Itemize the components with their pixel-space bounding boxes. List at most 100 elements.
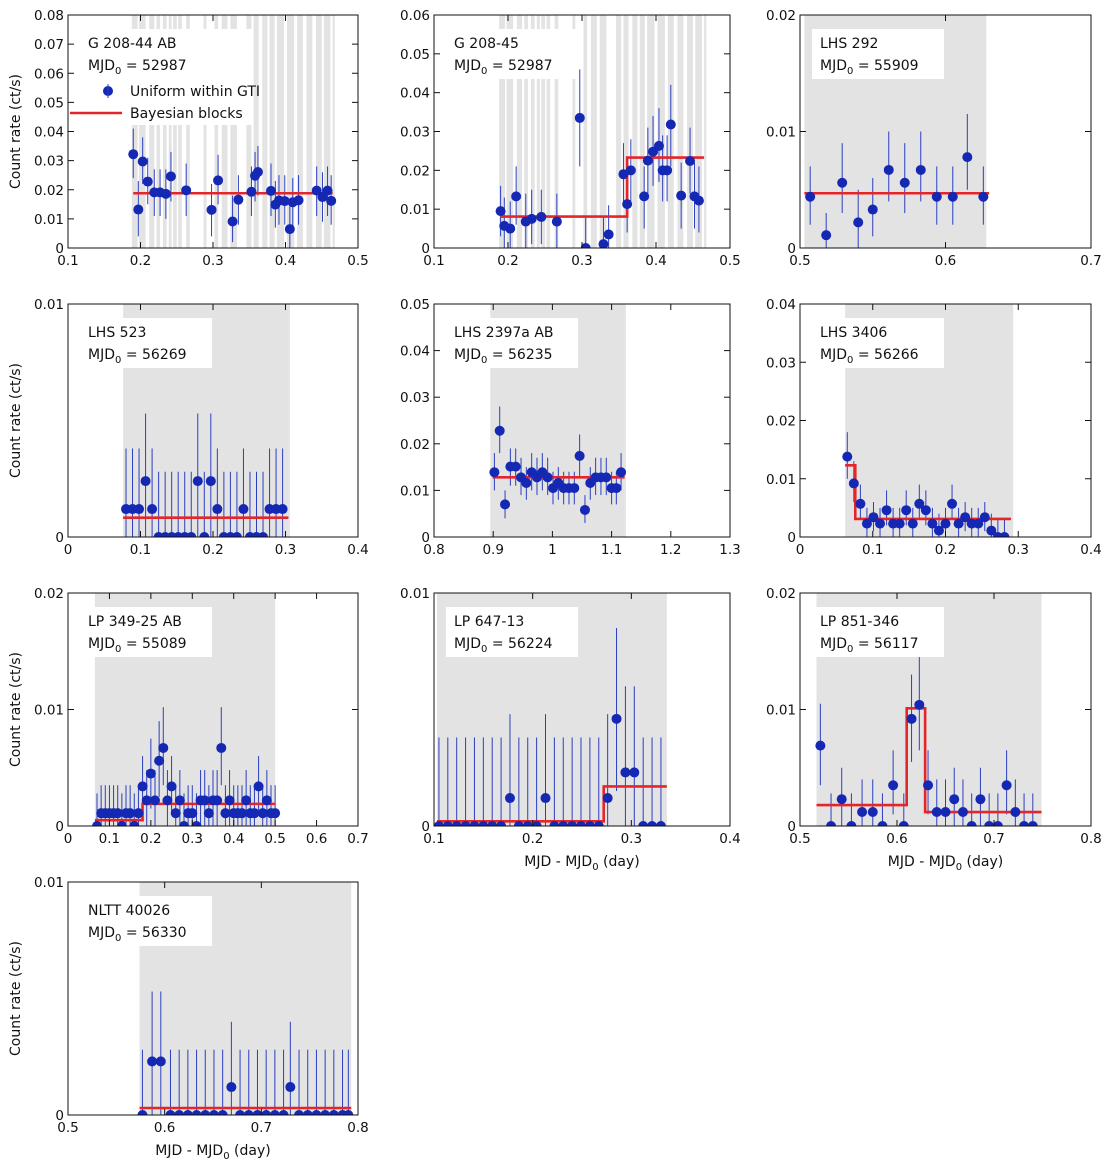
y-tick-label: 0 bbox=[55, 530, 64, 546]
axes-frame bbox=[67, 881, 359, 1116]
x-tick-label: 0.6 bbox=[154, 1120, 175, 1136]
data-point bbox=[914, 498, 925, 509]
data-point bbox=[837, 177, 848, 188]
x-tick-label: 1.1 bbox=[601, 542, 622, 558]
gti-band bbox=[536, 15, 540, 248]
x-tick-label: 0.1 bbox=[130, 542, 151, 558]
gti-band bbox=[332, 15, 335, 248]
mjd0-value: MJD0 = 56266 bbox=[820, 347, 919, 366]
data-point bbox=[881, 505, 892, 516]
data-point bbox=[478, 821, 489, 826]
data-point bbox=[567, 821, 578, 826]
data-point bbox=[973, 518, 984, 529]
data-point bbox=[434, 821, 444, 826]
data-point bbox=[931, 191, 942, 202]
gti-band bbox=[262, 15, 268, 248]
data-point bbox=[1027, 821, 1038, 826]
data-point bbox=[174, 795, 185, 806]
x-tick-label: 0.4 bbox=[347, 542, 368, 558]
data-point bbox=[625, 165, 636, 176]
gti-band bbox=[214, 15, 219, 248]
star-name: LHS 523 bbox=[88, 325, 146, 341]
gti-band bbox=[178, 15, 182, 248]
y-tick-label: 0.02 bbox=[400, 163, 430, 179]
x-tick-label: 0.5 bbox=[347, 253, 368, 269]
data-point bbox=[598, 239, 609, 248]
data-point bbox=[622, 199, 633, 210]
data-point bbox=[277, 504, 288, 515]
data-point bbox=[302, 1110, 313, 1115]
gti-band bbox=[541, 15, 545, 248]
star-name: LP 349-25 AB bbox=[88, 614, 182, 630]
x-tick-label: 0.7 bbox=[347, 831, 368, 847]
data-point bbox=[949, 794, 960, 805]
data-point bbox=[246, 186, 257, 197]
data-point bbox=[141, 795, 152, 806]
data-point bbox=[867, 204, 878, 215]
x-tick-label: 0.6 bbox=[935, 253, 956, 269]
mjd0-value: MJD0 = 55089 bbox=[88, 636, 187, 655]
data-point bbox=[249, 808, 260, 819]
data-point bbox=[907, 518, 918, 529]
data-point bbox=[322, 185, 333, 196]
data-point bbox=[815, 740, 826, 751]
x-tick-label: 0.7 bbox=[251, 1120, 272, 1136]
x-tick-label: 0.1 bbox=[423, 253, 444, 269]
x-tick-label: 0.3 bbox=[1008, 542, 1029, 558]
mjd0-value: MJD0 = 55909 bbox=[820, 58, 919, 77]
y-tick-label: 0 bbox=[55, 241, 64, 257]
x-tick-label: 0 bbox=[796, 542, 805, 558]
gti-band bbox=[616, 15, 622, 248]
data-point bbox=[1019, 821, 1030, 826]
gti-band bbox=[149, 15, 155, 248]
data-point bbox=[227, 216, 238, 227]
gti-band bbox=[269, 15, 275, 248]
data-point bbox=[147, 1056, 158, 1067]
gti-band bbox=[221, 15, 228, 248]
x-tick-label: 0.8 bbox=[1080, 831, 1101, 847]
data-point bbox=[602, 793, 613, 804]
data-point bbox=[170, 808, 181, 819]
mjd0-value: MJD0 = 56330 bbox=[88, 925, 187, 944]
gti-band bbox=[639, 15, 645, 248]
data-point bbox=[133, 808, 144, 819]
x-tick-label: 0.7 bbox=[983, 831, 1004, 847]
data-point bbox=[526, 213, 537, 224]
y-tick-label: 0.02 bbox=[400, 437, 430, 453]
gti-band bbox=[530, 15, 535, 248]
y-tick-label: 0.06 bbox=[34, 66, 64, 82]
data-point bbox=[536, 211, 547, 222]
y-tick-label: 0.04 bbox=[400, 344, 430, 360]
data-point bbox=[975, 794, 986, 805]
x-tick-label: 0.1 bbox=[423, 831, 444, 847]
y-tick-label: 0.01 bbox=[766, 125, 796, 141]
data-point bbox=[915, 164, 926, 175]
gti-band bbox=[203, 15, 207, 248]
data-point bbox=[992, 821, 1003, 826]
y-tick-label: 0 bbox=[787, 241, 796, 257]
data-point bbox=[953, 518, 964, 529]
data-point bbox=[861, 518, 872, 529]
data-point bbox=[920, 505, 931, 516]
data-point bbox=[693, 195, 704, 206]
y-tick-label: 0.01 bbox=[34, 212, 64, 228]
gti-band bbox=[516, 15, 523, 248]
data-point bbox=[162, 795, 173, 806]
x-tick-label: 1 bbox=[548, 542, 557, 558]
gti-band bbox=[677, 15, 684, 248]
data-point bbox=[531, 821, 542, 826]
data-point bbox=[133, 204, 144, 215]
data-point bbox=[984, 821, 995, 826]
data-point bbox=[826, 821, 837, 826]
data-point bbox=[165, 1110, 176, 1115]
data-point bbox=[191, 821, 202, 826]
gti-band bbox=[599, 15, 607, 248]
data-point bbox=[574, 112, 585, 123]
data-point bbox=[947, 191, 958, 202]
legend-blocks-label: Bayesian blocks bbox=[130, 106, 243, 122]
data-point bbox=[521, 477, 532, 488]
data-point bbox=[257, 808, 268, 819]
x-tick-label: 0.3 bbox=[571, 253, 592, 269]
x-tick-label: 0.4 bbox=[645, 253, 666, 269]
data-point bbox=[601, 472, 612, 483]
